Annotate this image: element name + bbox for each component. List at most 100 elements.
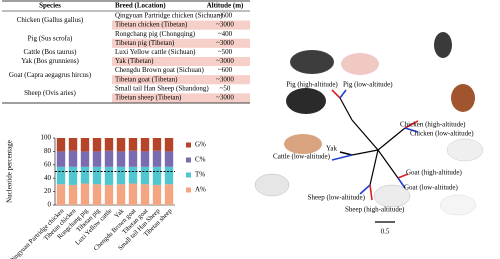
tree-branches (339, 97, 406, 223)
y-tick-label: 0 (48, 201, 52, 209)
bar-segment (56, 151, 66, 167)
legend-swatch (186, 142, 191, 148)
bar-segment (68, 166, 78, 185)
cattle-image (284, 134, 322, 154)
goat-image (446, 138, 484, 162)
leaf-label: Yak (326, 145, 337, 153)
tip (339, 151, 353, 156)
altitude: ~600 (218, 66, 233, 74)
bar-segment (56, 184, 66, 205)
y-tick-label: 60 (44, 160, 52, 168)
bar-segment (80, 183, 90, 205)
tip-low (404, 127, 419, 133)
tree-images (254, 32, 484, 216)
leaf-label: Sheep (low-altitude) (308, 194, 366, 202)
bar-segment (104, 138, 114, 151)
bar-segment (80, 138, 90, 152)
leaf-label: Goat (high-altitude) (406, 169, 462, 177)
table: Species Breed (Location) Altitude (m) Chick… (9, 2, 250, 103)
leaf-label: Pig (high-altitude) (286, 81, 338, 89)
leaf-label: Cattle (low-altitude) (273, 153, 331, 161)
bar-segment (68, 138, 78, 151)
bar-segment (80, 166, 90, 184)
highlight (112, 38, 250, 48)
branch (369, 149, 379, 186)
bar-segment (92, 138, 102, 152)
bar-segment (56, 166, 66, 185)
bar-segment (104, 184, 114, 205)
tip-high (331, 89, 341, 99)
breed: Tibetan pig (Tibetan) (115, 39, 175, 47)
y-tick-label: 100 (41, 134, 52, 142)
leaf-label: Sheep (high-altitude) (345, 206, 405, 214)
species: Yak (Bos grunniens) (21, 57, 79, 65)
altitude: ~500 (218, 48, 233, 56)
tip-high (397, 173, 409, 179)
legend-swatch (186, 172, 191, 178)
highlight (112, 93, 250, 103)
tip-low (397, 177, 406, 189)
highlight (112, 20, 250, 30)
branch (377, 127, 406, 151)
bar-segment (116, 151, 126, 167)
x-tick-label: Qingyuan Partridge chicken (8, 207, 66, 259)
leaf-label: Pig (low-altitude) (343, 81, 393, 89)
species: Cattle (Bos taurus) (24, 48, 78, 56)
yak-image (286, 88, 326, 114)
altitude: ~50 (220, 84, 231, 92)
legend-label: T% (195, 171, 205, 179)
legend-swatch (186, 157, 191, 163)
bar-segment (68, 184, 78, 205)
y-tick-label: 20 (44, 187, 52, 195)
table-header: Breed (Location) (115, 2, 166, 10)
altitude: ~3000 (216, 39, 234, 47)
breed: Luxi Yellow cattle (Sichuan) (115, 48, 196, 56)
bar-segment (56, 138, 66, 152)
tip-low (359, 184, 371, 195)
bar-segment (164, 166, 174, 185)
bar-segment (164, 184, 174, 205)
highlight (112, 56, 250, 67)
chicken-image (434, 32, 452, 58)
species: Pig (Sus scrofa) (28, 34, 73, 42)
altitude: ~3000 (216, 21, 234, 29)
branch (377, 149, 399, 179)
scale-label: 0.5 (381, 228, 390, 236)
leaf-label: Chicken (high-altitude) (400, 121, 466, 129)
bar-segment (128, 138, 138, 151)
altitude: ~3000 (216, 94, 234, 102)
bar-segment (152, 184, 162, 205)
bar-segment (104, 150, 114, 167)
bar-segment (92, 151, 102, 167)
pig-image (341, 53, 379, 75)
breed: Rongchang pig (Chongqing) (115, 30, 196, 38)
bar-segment (104, 166, 114, 185)
legend-label: A% (195, 186, 206, 194)
y-axis-label: Nucleotide percentage (6, 140, 14, 203)
bar-segment (140, 184, 150, 205)
breed: Tibetan sheep (Tibetan) (115, 94, 182, 102)
bar-segment (128, 150, 138, 167)
breed: Qingyuan Partridge chicken (Sichuan) (115, 12, 223, 20)
bar-segment (152, 166, 162, 185)
legend-label: C% (195, 156, 206, 164)
bar-segment (152, 138, 162, 151)
tip-low (331, 154, 353, 161)
altitude: ~600 (218, 12, 233, 20)
table-header: Altitude (m) (207, 2, 244, 10)
altitude: ~400 (218, 30, 233, 38)
tip-high (369, 184, 373, 201)
y-tick-label: 80 (44, 147, 52, 155)
species: Chicken (Gallus gallus) (17, 16, 84, 24)
bar-segment (140, 166, 150, 185)
breed: Tibetan goat (Tibetan) (115, 75, 178, 83)
bar-segment (80, 151, 90, 167)
bar-segment (116, 166, 126, 185)
sheep-image (373, 184, 411, 208)
bar-segment (140, 138, 150, 152)
species: Goat (Capra aegagrus hircus) (9, 71, 92, 79)
altitude: ~3000 (216, 57, 234, 65)
bar-segment (152, 150, 162, 167)
